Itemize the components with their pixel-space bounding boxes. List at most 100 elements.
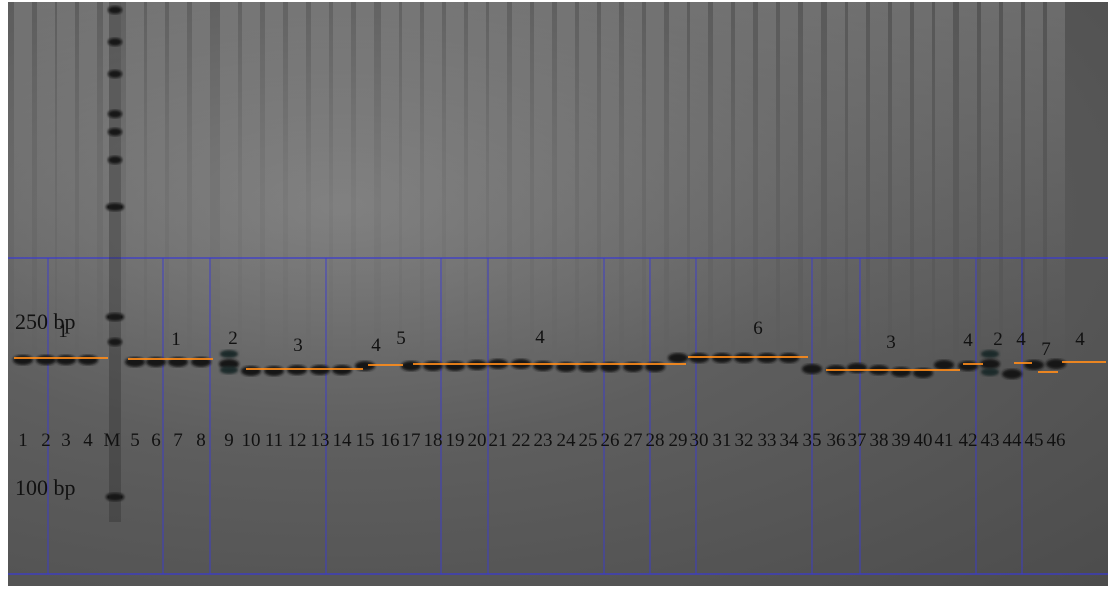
lane-label: 18	[424, 430, 443, 451]
lane-label: 11	[265, 430, 283, 451]
lane-smear	[646, 2, 664, 362]
lane-smear	[914, 2, 932, 362]
sample-band	[533, 361, 553, 371]
lane-label: 38	[870, 430, 889, 451]
lane-grid	[8, 257, 1108, 575]
lane-label: 10	[242, 430, 261, 451]
group-label: 5	[396, 328, 406, 349]
lane-label: 33	[758, 430, 777, 451]
group-label: 3	[886, 332, 896, 353]
group-label: 4	[1016, 329, 1026, 350]
sample-band	[891, 367, 911, 377]
sample-band	[1024, 360, 1044, 370]
lane-label: 27	[624, 430, 643, 451]
sample-band	[423, 361, 443, 371]
lane-smear	[690, 2, 708, 362]
gel-image: 250 bp 100 bp 1 2 3 4 M 5 6 7 8 9 10 11 12 13 14 15 16 17…	[8, 2, 1108, 586]
lane-label: 14	[333, 430, 353, 451]
lane-label: 19	[446, 430, 465, 451]
sample-band	[287, 365, 307, 375]
lane-label: 43	[981, 430, 1000, 451]
lane-smear	[446, 2, 464, 362]
marker-label-250bp: 250 bp	[15, 309, 76, 334]
lane-label: 41	[935, 430, 954, 451]
lane-smear	[37, 2, 55, 362]
ladder-band	[108, 70, 122, 78]
lane-smear	[1025, 2, 1043, 362]
lane-label: 25	[579, 430, 598, 451]
lane-smear	[601, 2, 619, 362]
lane-smear	[534, 2, 552, 362]
sample-band	[668, 353, 688, 363]
group-label: 2	[228, 328, 238, 349]
group-label: 6	[753, 318, 763, 339]
ladder-band	[108, 128, 122, 136]
lane-smear	[103, 2, 121, 362]
lane-smear	[735, 2, 753, 362]
sample-band	[445, 361, 465, 371]
sample-band	[36, 355, 56, 365]
lane-label: 24	[557, 430, 577, 451]
group-label: 1	[171, 329, 181, 350]
lane-smears	[14, 2, 1065, 362]
lane-smear	[489, 2, 507, 362]
ladder-band	[106, 313, 124, 321]
lane-smear	[959, 2, 977, 362]
sample-band	[219, 359, 239, 369]
lane-smear	[192, 2, 210, 362]
ladder-band	[106, 203, 124, 211]
lane-smear	[780, 2, 798, 362]
lane-smear	[1003, 2, 1021, 362]
sample-band	[467, 360, 487, 370]
group-label: 4	[371, 335, 381, 356]
lane-smear	[624, 2, 642, 362]
sample-band	[779, 353, 799, 363]
double-band	[220, 350, 238, 358]
sample-band	[734, 353, 754, 363]
gel-canvas: 250 bp 100 bp 1 2 3 4 M 5 6 7 8 9 10 11 12 13 14 15 16 17…	[8, 2, 1108, 575]
lane-smear	[870, 2, 888, 362]
lane-label: 36	[827, 430, 846, 451]
lane-smear	[147, 2, 165, 362]
marker-label-100bp: 100 bp	[15, 475, 76, 500]
lane-smear	[713, 2, 731, 362]
lane-label: 22	[512, 430, 531, 451]
marker-ladder	[106, 2, 124, 522]
lane-smear	[14, 2, 32, 362]
lane-label: 39	[892, 430, 911, 451]
lane-smear	[381, 2, 399, 362]
lane-label: 29	[669, 430, 688, 451]
lane-label: 4	[83, 430, 93, 451]
lane-smear	[288, 2, 306, 362]
sample-band	[13, 355, 33, 365]
lane-smear	[935, 2, 953, 362]
group-label: 4	[963, 330, 973, 351]
sample-band	[934, 360, 954, 370]
lane-label: M	[104, 430, 121, 451]
double-band	[981, 350, 999, 358]
sample-band	[958, 361, 978, 371]
ladder-band	[108, 38, 122, 46]
sample-band	[401, 361, 421, 371]
group-label: 7	[1041, 339, 1051, 360]
band-size-lines	[14, 356, 1106, 373]
lane-smear	[758, 2, 776, 362]
lane-label: 12	[288, 430, 307, 451]
lane-smear	[265, 2, 283, 362]
lane-label: 37	[848, 430, 867, 451]
lane-smear	[981, 2, 999, 362]
lane-label: 26	[601, 430, 620, 451]
ladder-band	[106, 493, 124, 501]
lane-label: 3	[61, 430, 71, 451]
sample-band	[310, 365, 330, 375]
lane-label: 7	[173, 430, 183, 451]
lane-smear	[827, 2, 845, 362]
sample-band	[847, 363, 867, 373]
lane-label: 17	[402, 430, 421, 451]
double-band	[981, 368, 999, 376]
lane-smear	[126, 2, 144, 362]
lane-label: 23	[534, 430, 553, 451]
lane-smear	[512, 2, 530, 362]
sample-band	[1002, 369, 1022, 379]
ladder-band	[108, 156, 122, 164]
